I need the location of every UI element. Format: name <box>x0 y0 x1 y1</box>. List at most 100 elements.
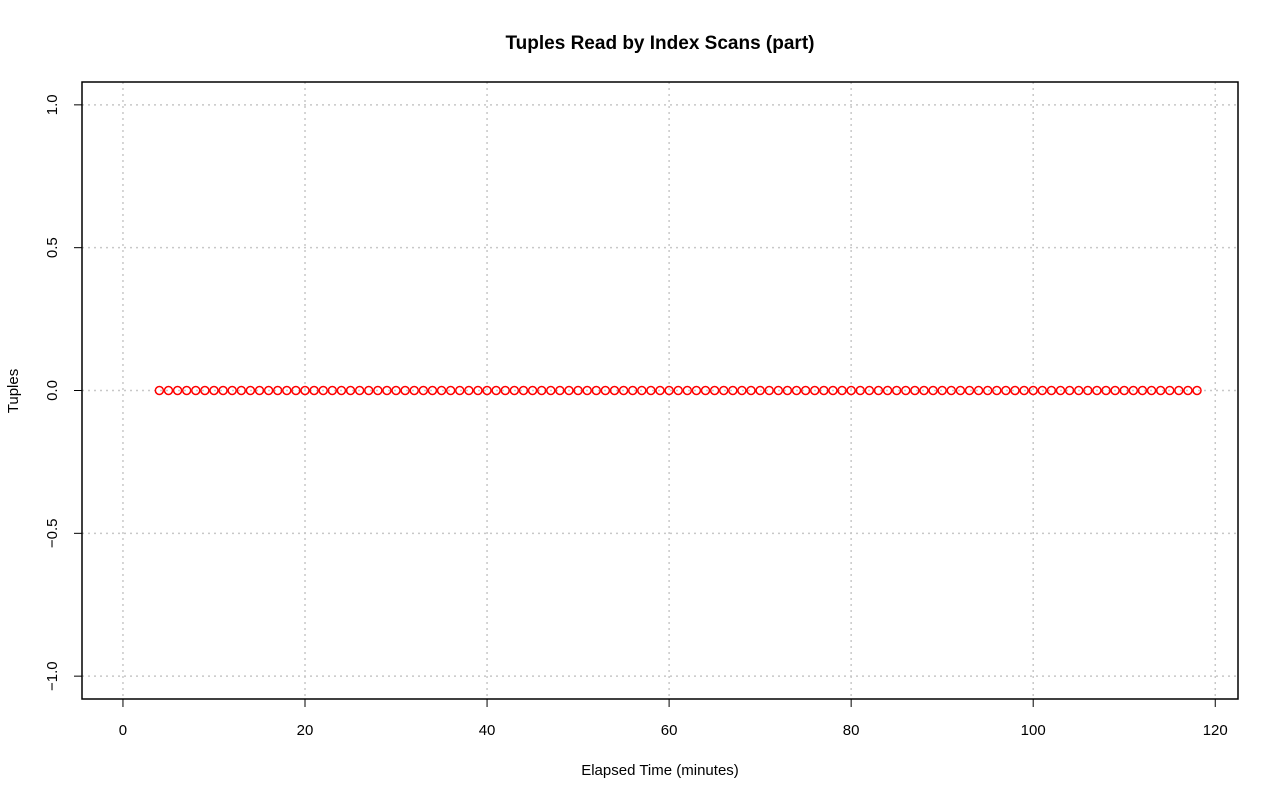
chart-title: Tuples Read by Index Scans (part) <box>505 33 814 54</box>
data-point <box>901 385 911 396</box>
data-point <box>1046 385 1057 396</box>
x-tick-label: 40 <box>479 722 496 739</box>
data-point <box>973 385 984 396</box>
data-point <box>1010 385 1020 396</box>
data-point <box>436 385 447 396</box>
data-point <box>291 385 301 396</box>
y-tick-label: 0.0 <box>44 380 61 401</box>
data-point <box>318 385 328 396</box>
data-point <box>546 385 556 396</box>
data-point <box>891 385 902 396</box>
data-point <box>955 385 966 396</box>
data-point <box>245 385 256 396</box>
data-point <box>828 385 838 396</box>
x-axis: 0 20 40 60 80 100 120 <box>119 698 1228 739</box>
data-points <box>154 385 1202 396</box>
data-point <box>172 385 183 396</box>
data-point <box>482 385 492 396</box>
data-point <box>855 385 866 396</box>
data-point <box>646 385 656 396</box>
x-tick-label: 20 <box>297 722 314 739</box>
data-point <box>873 385 884 396</box>
data-point <box>1146 385 1157 396</box>
x-tick-label: 80 <box>843 722 860 739</box>
data-point <box>1073 385 1084 396</box>
data-point <box>345 385 356 396</box>
data-point <box>272 385 283 396</box>
data-point <box>664 385 674 396</box>
data-point <box>1055 385 1066 396</box>
data-point <box>154 385 165 396</box>
data-point <box>263 385 274 396</box>
data-point <box>445 385 456 396</box>
data-point <box>1128 385 1139 396</box>
data-point <box>682 385 693 396</box>
data-point <box>928 385 938 396</box>
data-point <box>637 385 647 396</box>
data-point <box>1110 385 1120 396</box>
data-point <box>709 385 720 396</box>
data-point <box>1192 385 1202 396</box>
grid-lines <box>82 82 1238 699</box>
data-point <box>700 385 711 396</box>
data-point <box>227 385 237 396</box>
data-point <box>655 385 665 396</box>
data-point <box>1137 385 1148 396</box>
data-point <box>773 385 784 396</box>
data-point <box>964 385 975 396</box>
data-point <box>718 385 729 396</box>
data-point <box>1174 385 1184 396</box>
data-point <box>354 385 365 396</box>
data-point <box>1092 385 1102 396</box>
x-tick-label: 60 <box>661 722 678 739</box>
data-point <box>746 385 756 396</box>
data-point <box>791 385 802 396</box>
data-point <box>254 385 265 396</box>
data-point <box>937 385 947 396</box>
data-point <box>910 385 920 396</box>
data-point <box>418 385 429 396</box>
data-point <box>300 385 310 396</box>
data-point <box>163 385 174 396</box>
data-point <box>919 385 929 396</box>
data-point <box>864 385 875 396</box>
data-point <box>500 385 511 396</box>
data-point <box>1101 385 1111 396</box>
data-point <box>191 385 201 396</box>
data-point <box>1064 385 1075 396</box>
data-point <box>555 385 565 396</box>
data-point <box>591 385 602 396</box>
data-point <box>427 385 438 396</box>
data-point <box>382 385 392 396</box>
x-tick-label: 100 <box>1021 722 1046 739</box>
y-tick-label: 1.0 <box>44 94 61 115</box>
y-tick-label: 0.5 <box>44 237 61 258</box>
data-point <box>737 385 747 396</box>
data-point <box>809 385 820 396</box>
data-point <box>454 385 465 396</box>
y-axis-label: Tuples <box>5 369 22 413</box>
data-point <box>573 385 583 396</box>
y-axis: −1.0 −0.5 0.0 0.5 1.0 <box>44 94 83 691</box>
data-point <box>946 385 957 396</box>
x-tick-label: 0 <box>119 722 127 739</box>
data-point <box>181 385 192 396</box>
data-point <box>200 385 210 396</box>
data-point <box>673 385 683 396</box>
data-point <box>491 385 501 396</box>
y-tick-label: −0.5 <box>44 519 61 549</box>
x-axis-label: Elapsed Time (minutes) <box>581 762 739 779</box>
data-point <box>527 385 538 396</box>
data-point <box>336 385 347 396</box>
data-point <box>564 385 574 396</box>
x-tick-label: 120 <box>1203 722 1228 739</box>
data-point <box>1164 385 1175 396</box>
data-point <box>391 385 401 396</box>
data-point <box>363 385 374 396</box>
data-point <box>1083 385 1093 396</box>
data-point <box>755 385 765 396</box>
data-point <box>236 385 247 396</box>
data-point <box>992 385 1002 396</box>
data-point <box>618 385 629 396</box>
